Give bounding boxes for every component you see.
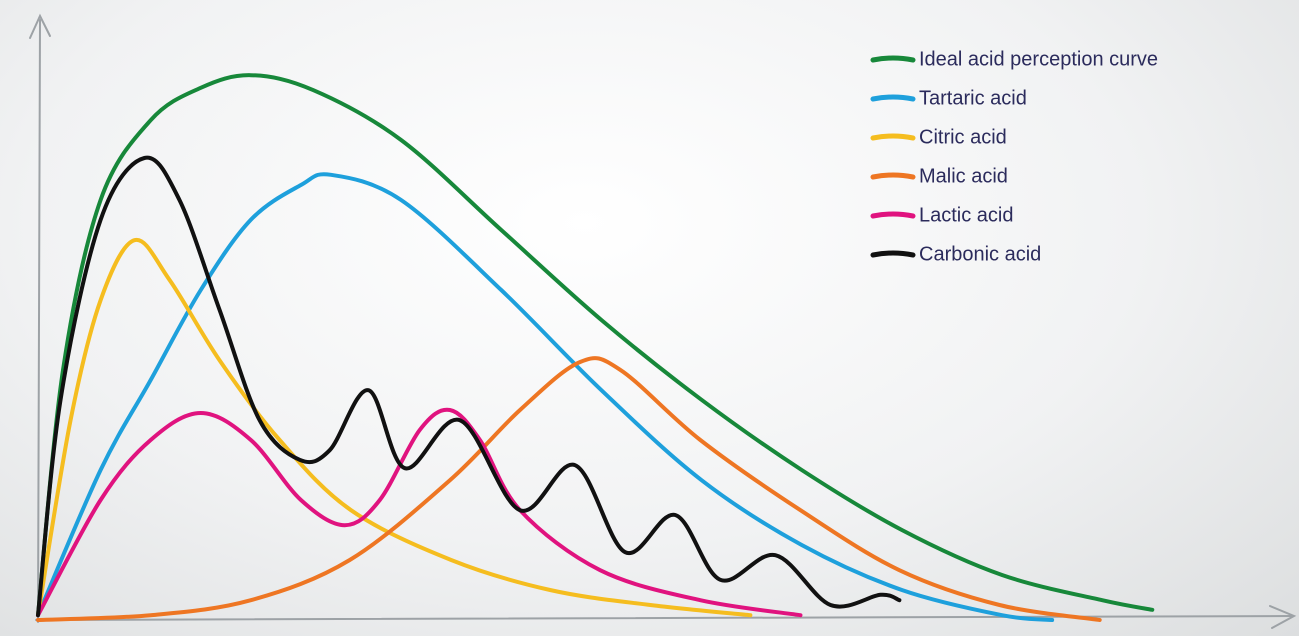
y-axis-arrow — [29, 13, 51, 39]
axes — [29, 13, 1297, 629]
legend-label: Lactic acid — [919, 204, 1014, 226]
legend-swatch — [870, 55, 916, 63]
plot — [36, 73, 1155, 622]
legend-swatch — [870, 211, 916, 219]
legend-swatch — [870, 250, 916, 258]
legend-label: Tartaric acid — [919, 87, 1027, 109]
line — [36, 356, 1102, 622]
legend-swatch — [870, 94, 916, 102]
legend-label: Carbonic acid — [919, 243, 1041, 265]
x-axis-arrow — [1269, 605, 1297, 629]
line — [36, 155, 902, 618]
x-axis — [35, 615, 1293, 621]
line — [36, 73, 1155, 618]
legend-label: Citric acid — [919, 126, 1007, 148]
legend: Ideal acid perception curve Tartaric acid… — [870, 48, 1158, 265]
legend-swatch — [870, 172, 916, 180]
legend-swatch — [870, 133, 916, 141]
line — [36, 172, 1055, 622]
y-axis — [37, 19, 41, 623]
legend-label: Malic acid — [919, 165, 1008, 187]
line — [36, 407, 803, 618]
legend-label: Ideal acid perception curve — [919, 48, 1158, 70]
